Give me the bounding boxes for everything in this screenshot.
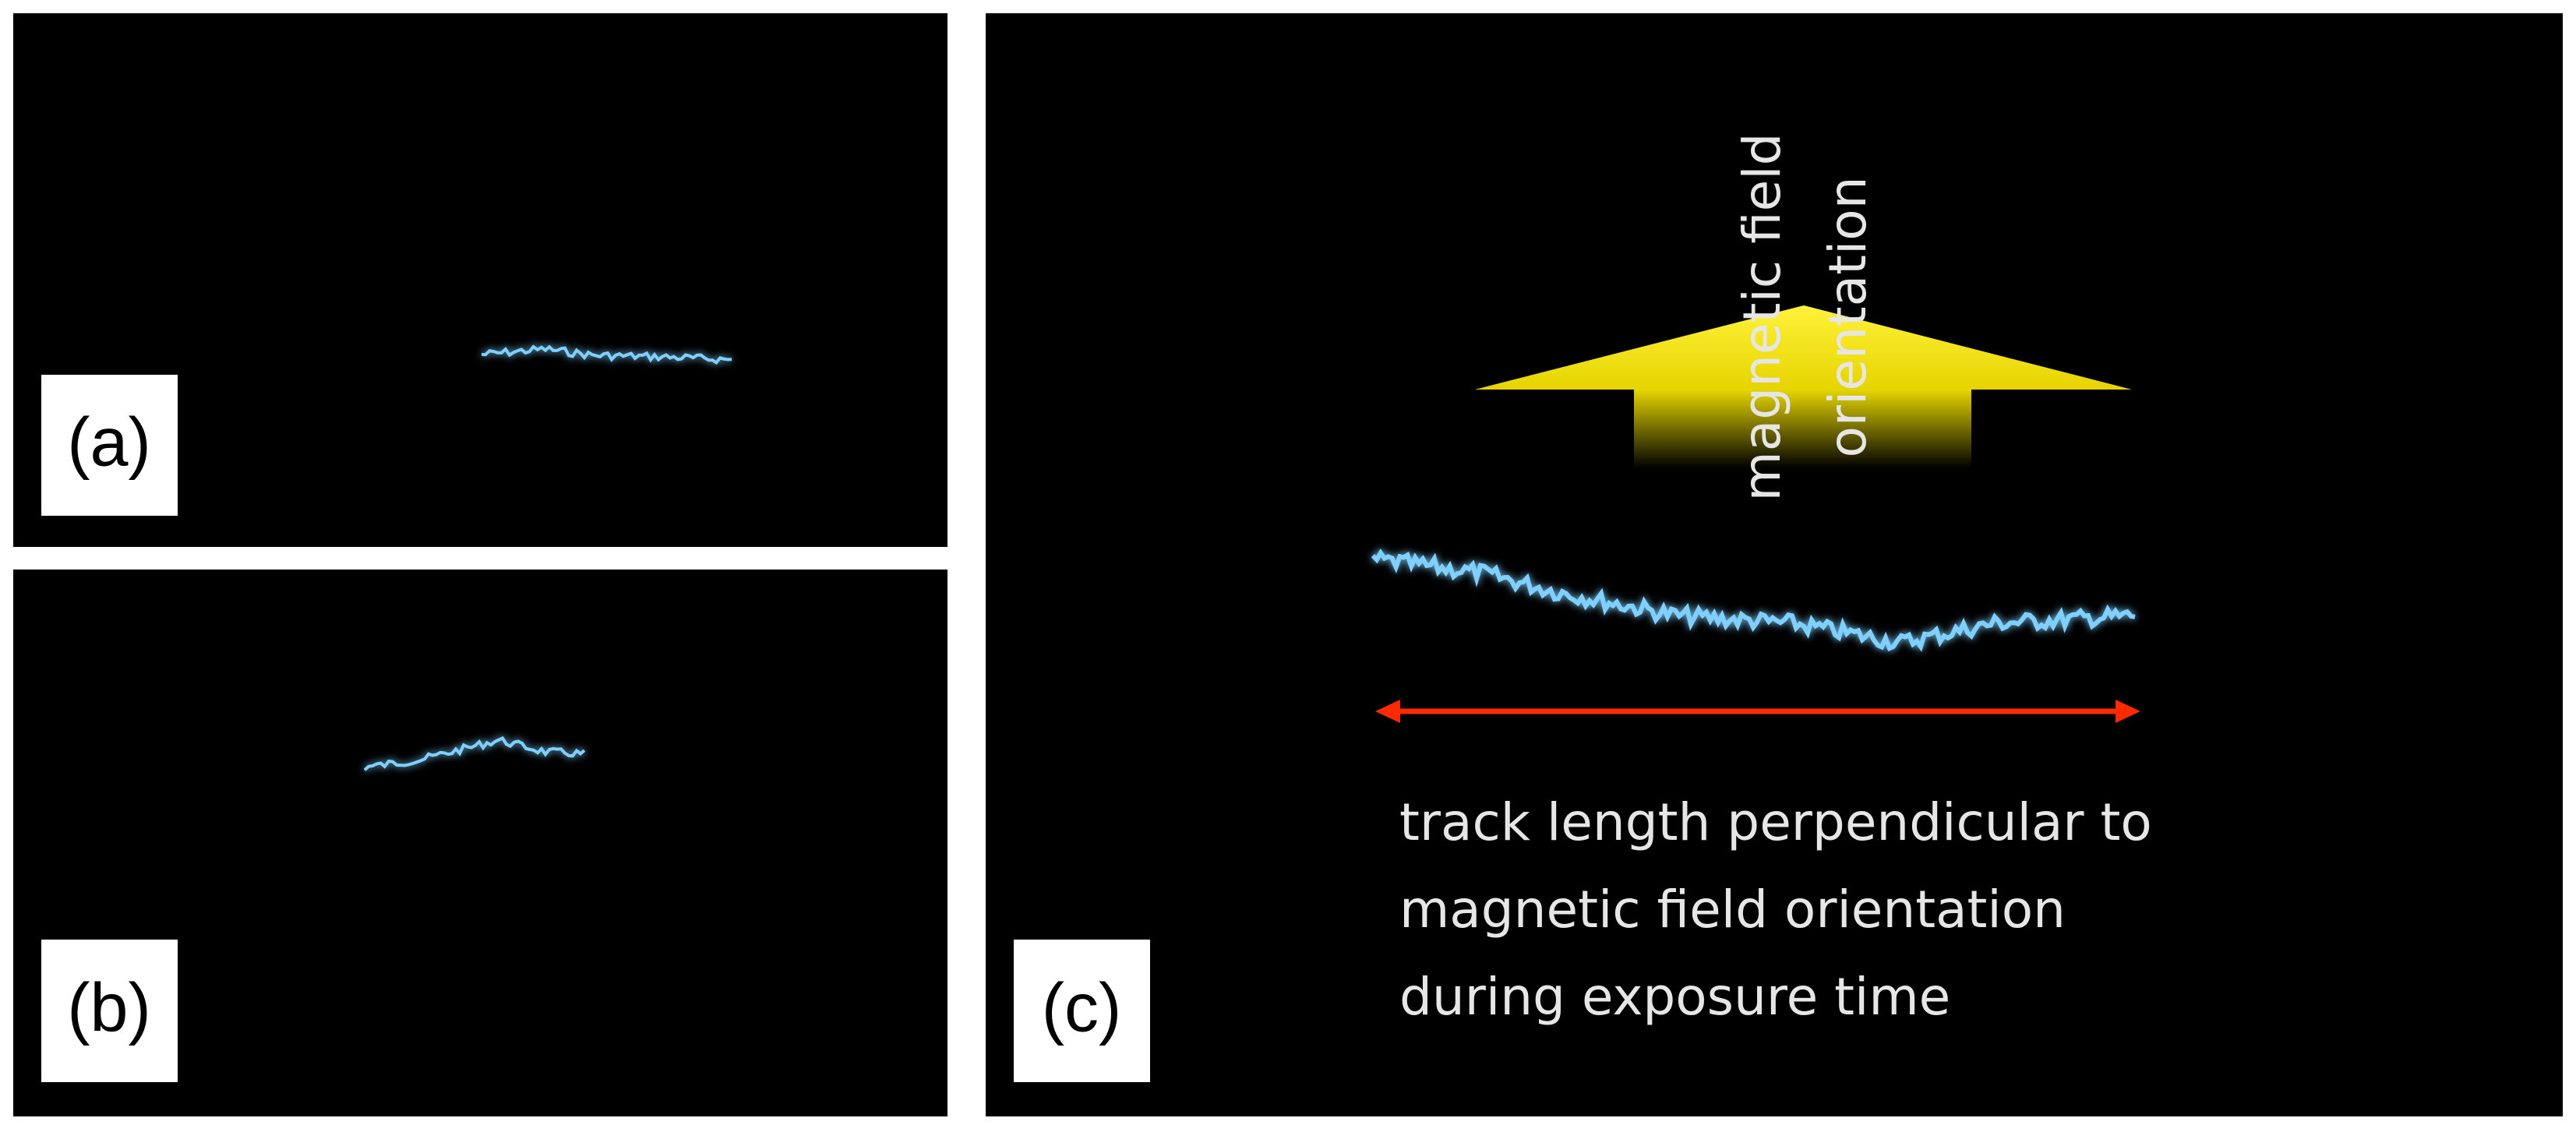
particle-track: [481, 344, 732, 365]
caption: magnetic field orientation: [1399, 880, 2066, 940]
label-box: [41, 375, 178, 516]
panel-c: [986, 13, 2563, 1116]
arrow-text: magnetic field: [1732, 133, 1792, 502]
arrow-head: [1475, 305, 2132, 390]
label-box: [1014, 940, 1150, 1082]
panel-label: (a): [67, 403, 151, 480]
particle-track: [363, 735, 586, 771]
label-box: [41, 940, 178, 1082]
arrow-stem: [1634, 389, 1971, 468]
arrow-text: orientation: [1818, 176, 1878, 457]
panel-label: (c): [1042, 968, 1122, 1046]
length-arrow-head: [2115, 700, 2140, 723]
tracks: [363, 344, 2136, 771]
panel-label: (b): [67, 968, 151, 1046]
length-arrow-head: [1375, 700, 1400, 723]
caption: track length perpendicular to: [1399, 792, 2152, 852]
particle-track: [1371, 548, 2136, 652]
caption: during exposure time: [1399, 967, 1950, 1027]
